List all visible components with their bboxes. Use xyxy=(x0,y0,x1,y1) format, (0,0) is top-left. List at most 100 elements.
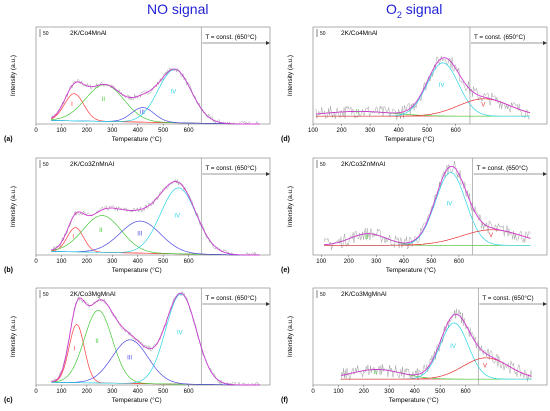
x-tick-label: 600 xyxy=(184,128,195,134)
x-tick-label: 400 xyxy=(133,389,144,395)
scale-label: 50 xyxy=(320,31,326,37)
panel-c: T = const. (650°C) 50 2K/Co3MgMnAl Intensit… xyxy=(0,278,272,406)
sample-name: 2K/Co3MgMnAl xyxy=(341,291,387,298)
x-tick-label: 100 xyxy=(56,259,67,265)
x-tick-label: 500 xyxy=(158,389,169,395)
y-axis-label: Intensity (a.u.) xyxy=(287,186,294,227)
x-tick-label: 300 xyxy=(107,389,118,395)
plot-frame xyxy=(312,26,548,125)
x-tick-label: 100 xyxy=(308,128,319,134)
x-tick-label: 600 xyxy=(461,389,472,395)
x-tick-label: 0 xyxy=(34,259,38,265)
x-tick-label: 300 xyxy=(107,128,118,134)
scale-label: 50 xyxy=(320,162,326,168)
peak-IV xyxy=(51,69,260,125)
x-tick-label: 300 xyxy=(107,259,118,265)
o2-title-sub: 2 xyxy=(396,9,402,20)
peak-IV xyxy=(315,62,530,117)
peak-label-I: I xyxy=(74,347,76,353)
sample-name: 2K/Co3ZnMnAl xyxy=(70,161,115,168)
x-tick-label: 400 xyxy=(133,259,144,265)
o2-title-pre: O xyxy=(386,1,397,17)
panel-e: T = const. (650°C) 50 2K/Co3ZnMnAl Intensit… xyxy=(277,148,549,276)
x-tick-label: 500 xyxy=(422,128,433,134)
chart-svg-c: T = const. (650°C) 50 2K/Co3MgMnAl Intensit… xyxy=(4,287,271,404)
peak-label-III: III xyxy=(137,232,142,238)
x-axis-label: Temperature (°C) xyxy=(112,266,162,274)
chart-svg-f: T = const. (650°C) 50 2K/Co3MgMnAl Intensit… xyxy=(281,287,548,404)
x-tick-label: 500 xyxy=(158,259,169,265)
x-tick-label: 100 xyxy=(56,128,67,134)
x-axis-label: Temperature (°C) xyxy=(112,135,162,143)
y-axis-label: Intensity (a.u.) xyxy=(287,55,294,96)
raw-signal xyxy=(323,160,531,250)
peak-I xyxy=(51,93,260,125)
peak-V xyxy=(324,229,531,246)
peak-label-IV: IV xyxy=(447,201,453,207)
panel-d: T = const. (650°C) 50 2K/Co4MnAl Intensity … xyxy=(277,17,549,145)
total-fit xyxy=(315,57,530,115)
x-tick-label: 100 xyxy=(316,259,327,265)
panel-a: T = const. (650°C) 50 2K/Co4MnAl Intensity … xyxy=(0,17,272,145)
x-tick-label: 600 xyxy=(454,259,465,265)
peak-label-II: II xyxy=(356,110,360,116)
peak-III xyxy=(51,339,260,386)
peak-label-II: II xyxy=(95,339,99,345)
x-tick-label: 500 xyxy=(435,389,446,395)
x-tick-label: 300 xyxy=(365,128,376,134)
panel-label: (f) xyxy=(281,397,288,404)
x-tick-label: 100 xyxy=(56,389,67,395)
x-tick-label: 400 xyxy=(394,128,405,134)
x-tick-label: 600 xyxy=(184,259,195,265)
peak-label-III: III xyxy=(140,110,145,116)
peak-label-IV: IV xyxy=(450,344,456,350)
peak-label-II: II xyxy=(374,370,378,376)
chart-svg-d: T = const. (650°C) 50 2K/Co4MnAl Intensity … xyxy=(281,26,548,143)
peak-I xyxy=(51,227,260,256)
t-const-arrow-head xyxy=(266,302,270,306)
peak-label-I: I xyxy=(71,102,73,108)
peak-II xyxy=(51,84,260,125)
peak-label-III: III xyxy=(127,355,132,361)
peak-label-V: V xyxy=(483,363,487,369)
peak-IV xyxy=(51,187,260,256)
panel-label: (b) xyxy=(4,267,13,274)
chart-svg-a: T = const. (650°C) 50 2K/Co4MnAl Intensity … xyxy=(4,26,271,143)
sample-name: 2K/Co3ZnMnAl xyxy=(341,161,386,168)
plot-frame xyxy=(312,157,548,256)
t-const-arrow-head xyxy=(266,41,270,45)
scale-label: 50 xyxy=(43,292,49,298)
peak-label-IV: IV xyxy=(174,214,180,220)
total-fit xyxy=(51,68,260,125)
panel-f: T = const. (650°C) 50 2K/Co3MgMnAl Intensit… xyxy=(277,278,549,406)
t-const-arrow-head xyxy=(543,41,547,45)
x-tick-label: 600 xyxy=(184,389,195,395)
column-title-no: NO signal xyxy=(147,1,209,17)
x-axis-label: Temperature (°C) xyxy=(386,266,436,274)
x-axis-label: Temperature (°C) xyxy=(389,396,439,404)
chart-svg-b: T = const. (650°C) 50 2K/Co3ZnMnAl Intensit… xyxy=(4,157,271,274)
peak-label-II: II xyxy=(99,228,103,234)
scale-label: 50 xyxy=(320,292,326,298)
t-const-label: T = const. (650°C) xyxy=(205,33,256,41)
x-tick-label: 100 xyxy=(333,389,344,395)
raw-signal xyxy=(51,67,260,125)
y-axis-label: Intensity (a.u.) xyxy=(10,186,17,227)
x-tick-label: 0 xyxy=(34,389,38,395)
peak-I xyxy=(51,324,260,386)
o2-title-post: signal xyxy=(401,1,443,17)
chart-svg-e: T = const. (650°C) 50 2K/Co3ZnMnAl Intensit… xyxy=(281,157,548,274)
panel-label: (d) xyxy=(281,136,290,143)
y-axis-label: Intensity (a.u.) xyxy=(10,55,17,96)
raw-signal xyxy=(51,179,260,256)
raw-signal xyxy=(315,55,530,120)
x-tick-label: 400 xyxy=(410,389,421,395)
peak-label-I: I xyxy=(72,235,74,241)
t-const-label: T = const. (650°C) xyxy=(477,164,528,172)
peak-label-V: V xyxy=(489,233,493,239)
total-fit xyxy=(51,181,260,256)
panel-label: (e) xyxy=(281,267,290,274)
plot-frame xyxy=(312,287,548,386)
raw-signal xyxy=(340,308,532,382)
panel-label: (a) xyxy=(4,136,13,143)
